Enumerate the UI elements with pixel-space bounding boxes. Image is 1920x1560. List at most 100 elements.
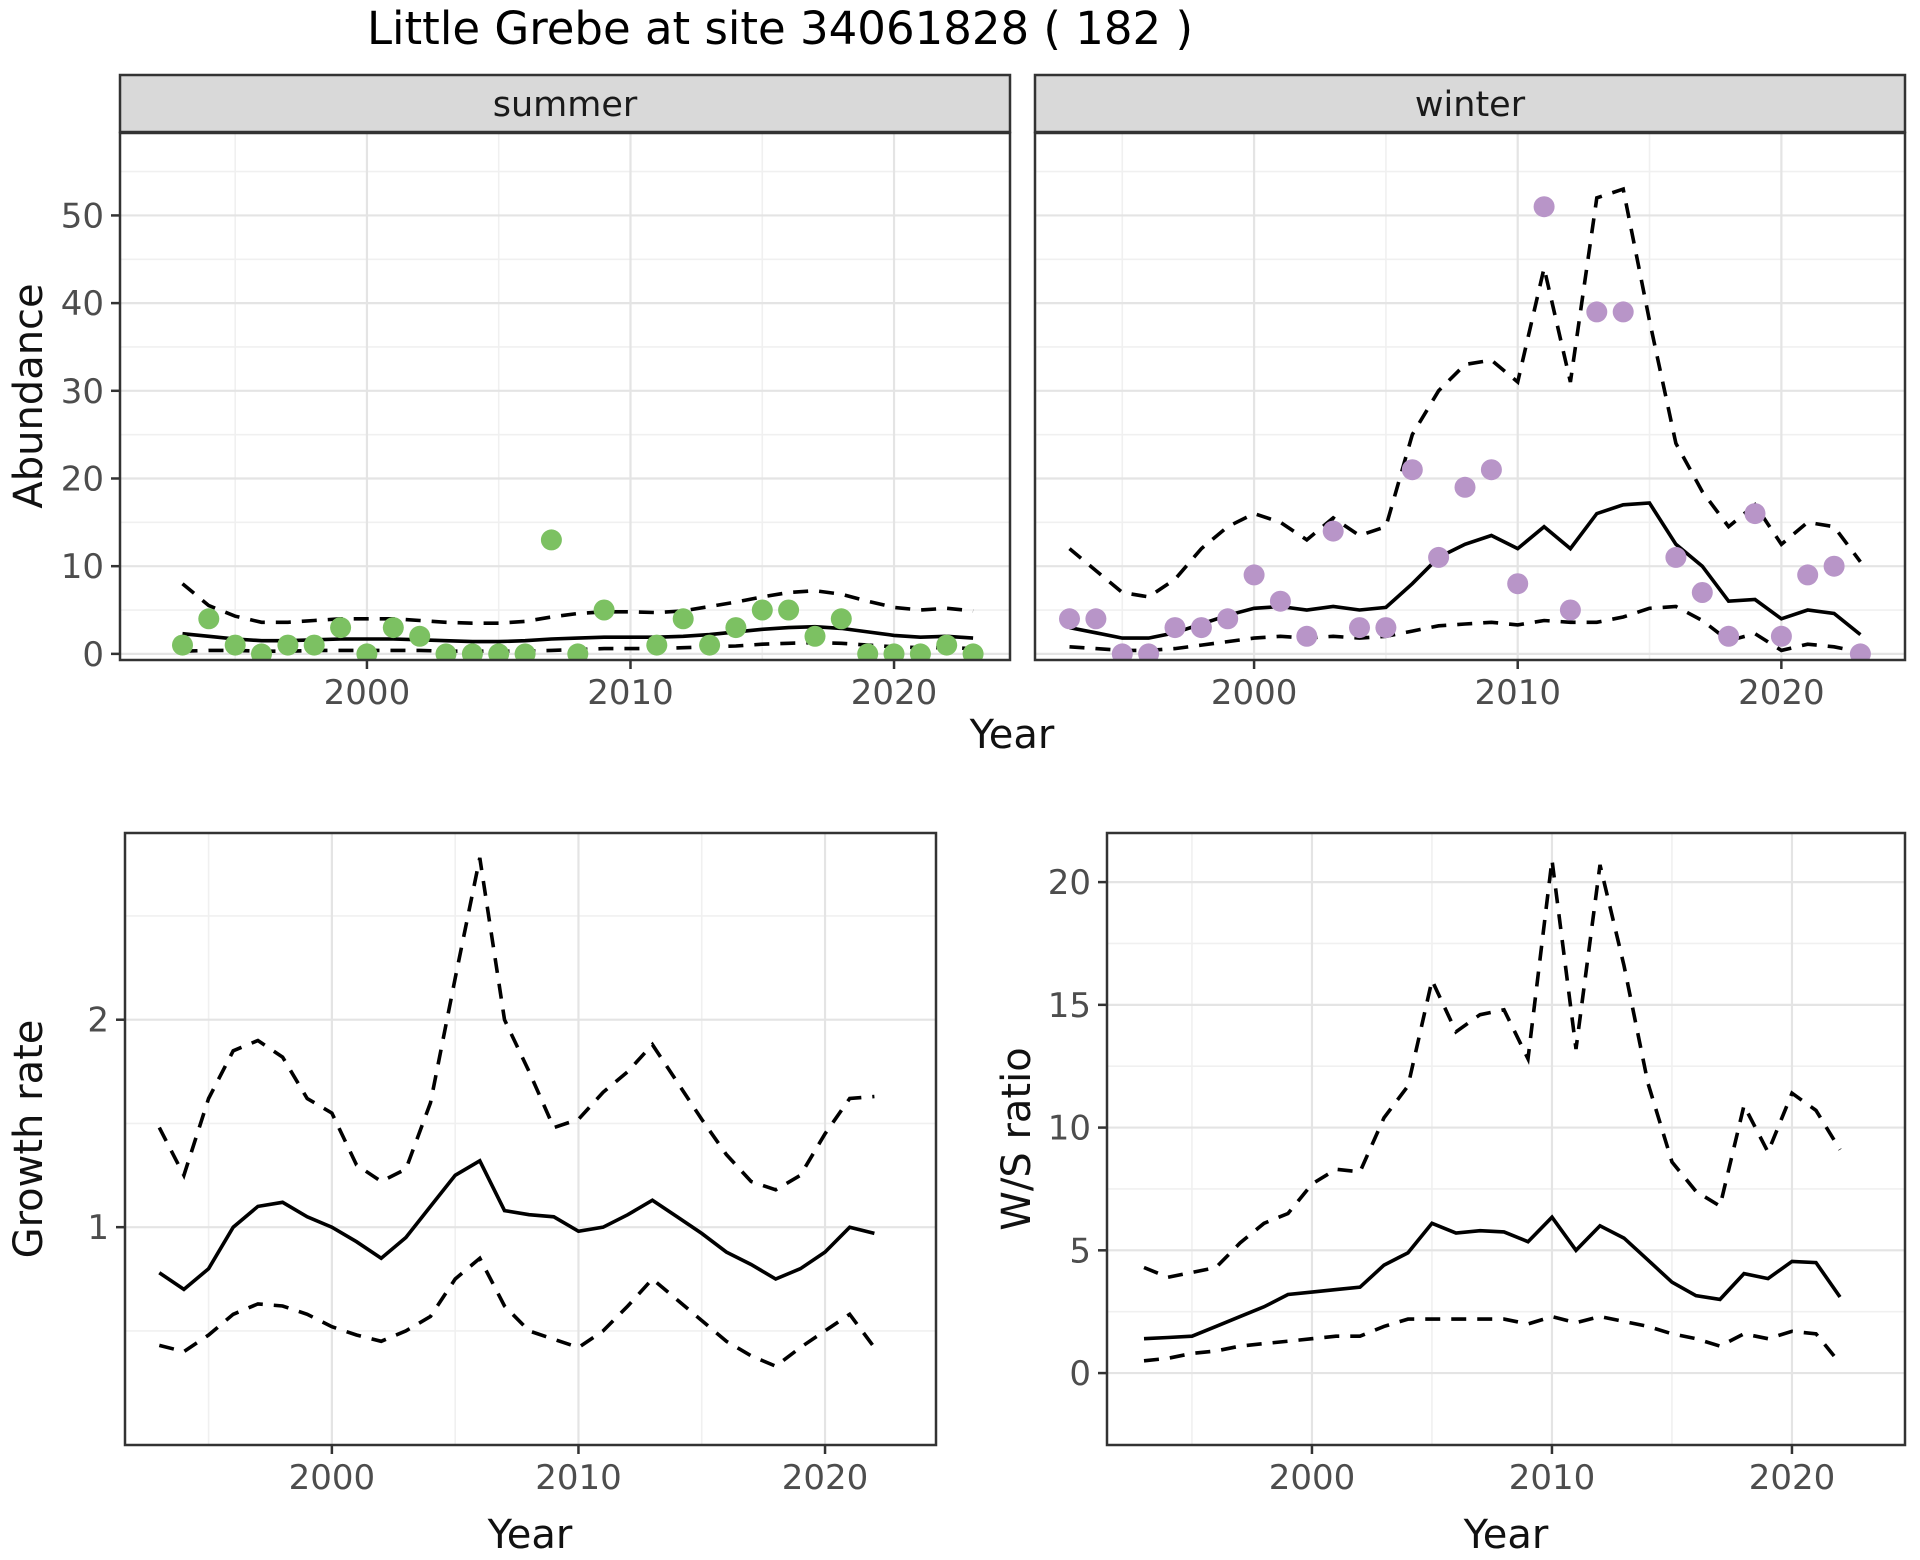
data-point [1533,196,1555,218]
data-point [857,643,879,660]
panel-background [120,133,1010,660]
data-layer [1059,186,1871,660]
data-point [435,643,457,660]
y-tick-label: 30 [61,372,104,412]
data-point [1612,301,1634,323]
y-tick-label: 0 [82,635,104,675]
data-point [382,617,404,639]
data-point [172,634,193,656]
upper-ci-line [181,582,974,626]
data-point [1586,301,1608,323]
panel-abundance-summer: 2000 2010 2020 0 10 20 30 40 50 [61,131,1012,713]
data-point [1480,459,1502,481]
data-point [409,625,431,647]
data-point [830,608,852,630]
data-point [1797,564,1819,586]
y-tick-label: 10 [61,547,104,587]
panel-border [1105,831,1907,1447]
y-tick-label: 1 [87,1208,109,1248]
data-layer [172,529,984,660]
data-point [1138,643,1160,660]
x-tick-label: 2010 [1474,673,1561,713]
data-point [198,608,220,630]
y-tick-label: 15 [1048,986,1091,1026]
data-point [251,643,272,660]
data-point [909,643,931,660]
data-point [540,529,562,551]
y-tick-label: 5 [1069,1231,1091,1271]
x-tick-label: 2000 [289,1458,376,1498]
data-point [356,643,378,660]
y-tick-label: 50 [61,196,104,236]
chart-title: Little Grebe at site 34061828 ( 182 ) [367,2,1193,55]
fit-line [1143,1214,1842,1341]
y-tick-label: 20 [61,459,104,499]
x-tick-label: 2000 [324,673,411,713]
data-point [751,599,773,621]
y-tick-label: 0 [1069,1354,1091,1394]
panel-abundance-winter: 2000 2010 2020 [1033,131,1907,713]
x-axis-title-year-growth: Year [487,1512,573,1558]
x-tick-label: 2010 [1509,1458,1596,1498]
fit-line [158,1158,875,1292]
upper-ci-line [1143,859,1842,1280]
x-tick-label: 2020 [1749,1458,1836,1498]
data-point [936,634,958,656]
data-point [1296,625,1318,647]
x-tick-label: 2010 [535,1458,622,1498]
data-point [1164,617,1186,639]
data-point [778,599,800,621]
data-point [1217,608,1239,630]
data-point [1059,608,1080,630]
y-tick-label: 10 [1048,1109,1091,1149]
data-point [725,617,747,639]
data-layer [157,857,876,1369]
data-point [883,643,905,660]
data-point [1823,555,1845,577]
data-point [1349,617,1370,639]
x-tick-label: 2010 [587,673,674,713]
data-point [330,617,352,639]
data-point [1375,617,1397,639]
upper-ci-line [1068,186,1862,599]
y-axis-title-abundance: Abundance [6,283,52,508]
data-point [1454,476,1476,498]
data-point [567,643,589,660]
y-tick-label: 2 [87,1001,109,1041]
y-tick-label: 40 [61,284,104,324]
data-point [1559,599,1581,621]
data-point [277,634,299,656]
facet-strip-winter [1033,73,1907,134]
panel-background [1107,833,1905,1445]
data-point [461,643,483,660]
data-point [1507,573,1529,595]
lower-ci-line [1143,1314,1842,1365]
data-point [1665,546,1687,568]
x-tick-label: 2000 [1269,1458,1356,1498]
data-point [1085,608,1107,630]
data-point [593,599,615,621]
data-point [514,643,536,660]
data-point [1401,459,1423,481]
data-point [804,625,826,647]
data-layer [1143,859,1842,1365]
data-point [1744,503,1766,525]
data-point [1718,625,1740,647]
y-axis-title-ws-ratio: W/S ratio [994,1047,1040,1230]
data-point [672,608,694,630]
x-tick-label: 2020 [1738,673,1825,713]
panel-background [1035,133,1905,660]
data-point [1322,520,1344,542]
data-point [1849,643,1871,660]
data-point [1428,546,1450,568]
facet-label-winter: winter [1415,85,1526,125]
gridlines [1035,133,1905,660]
panel-border [123,831,938,1447]
lower-ci-line [158,1255,876,1369]
data-point [488,643,510,660]
x-tick-label: 2020 [851,673,938,713]
upper-ci-line [157,857,875,1192]
